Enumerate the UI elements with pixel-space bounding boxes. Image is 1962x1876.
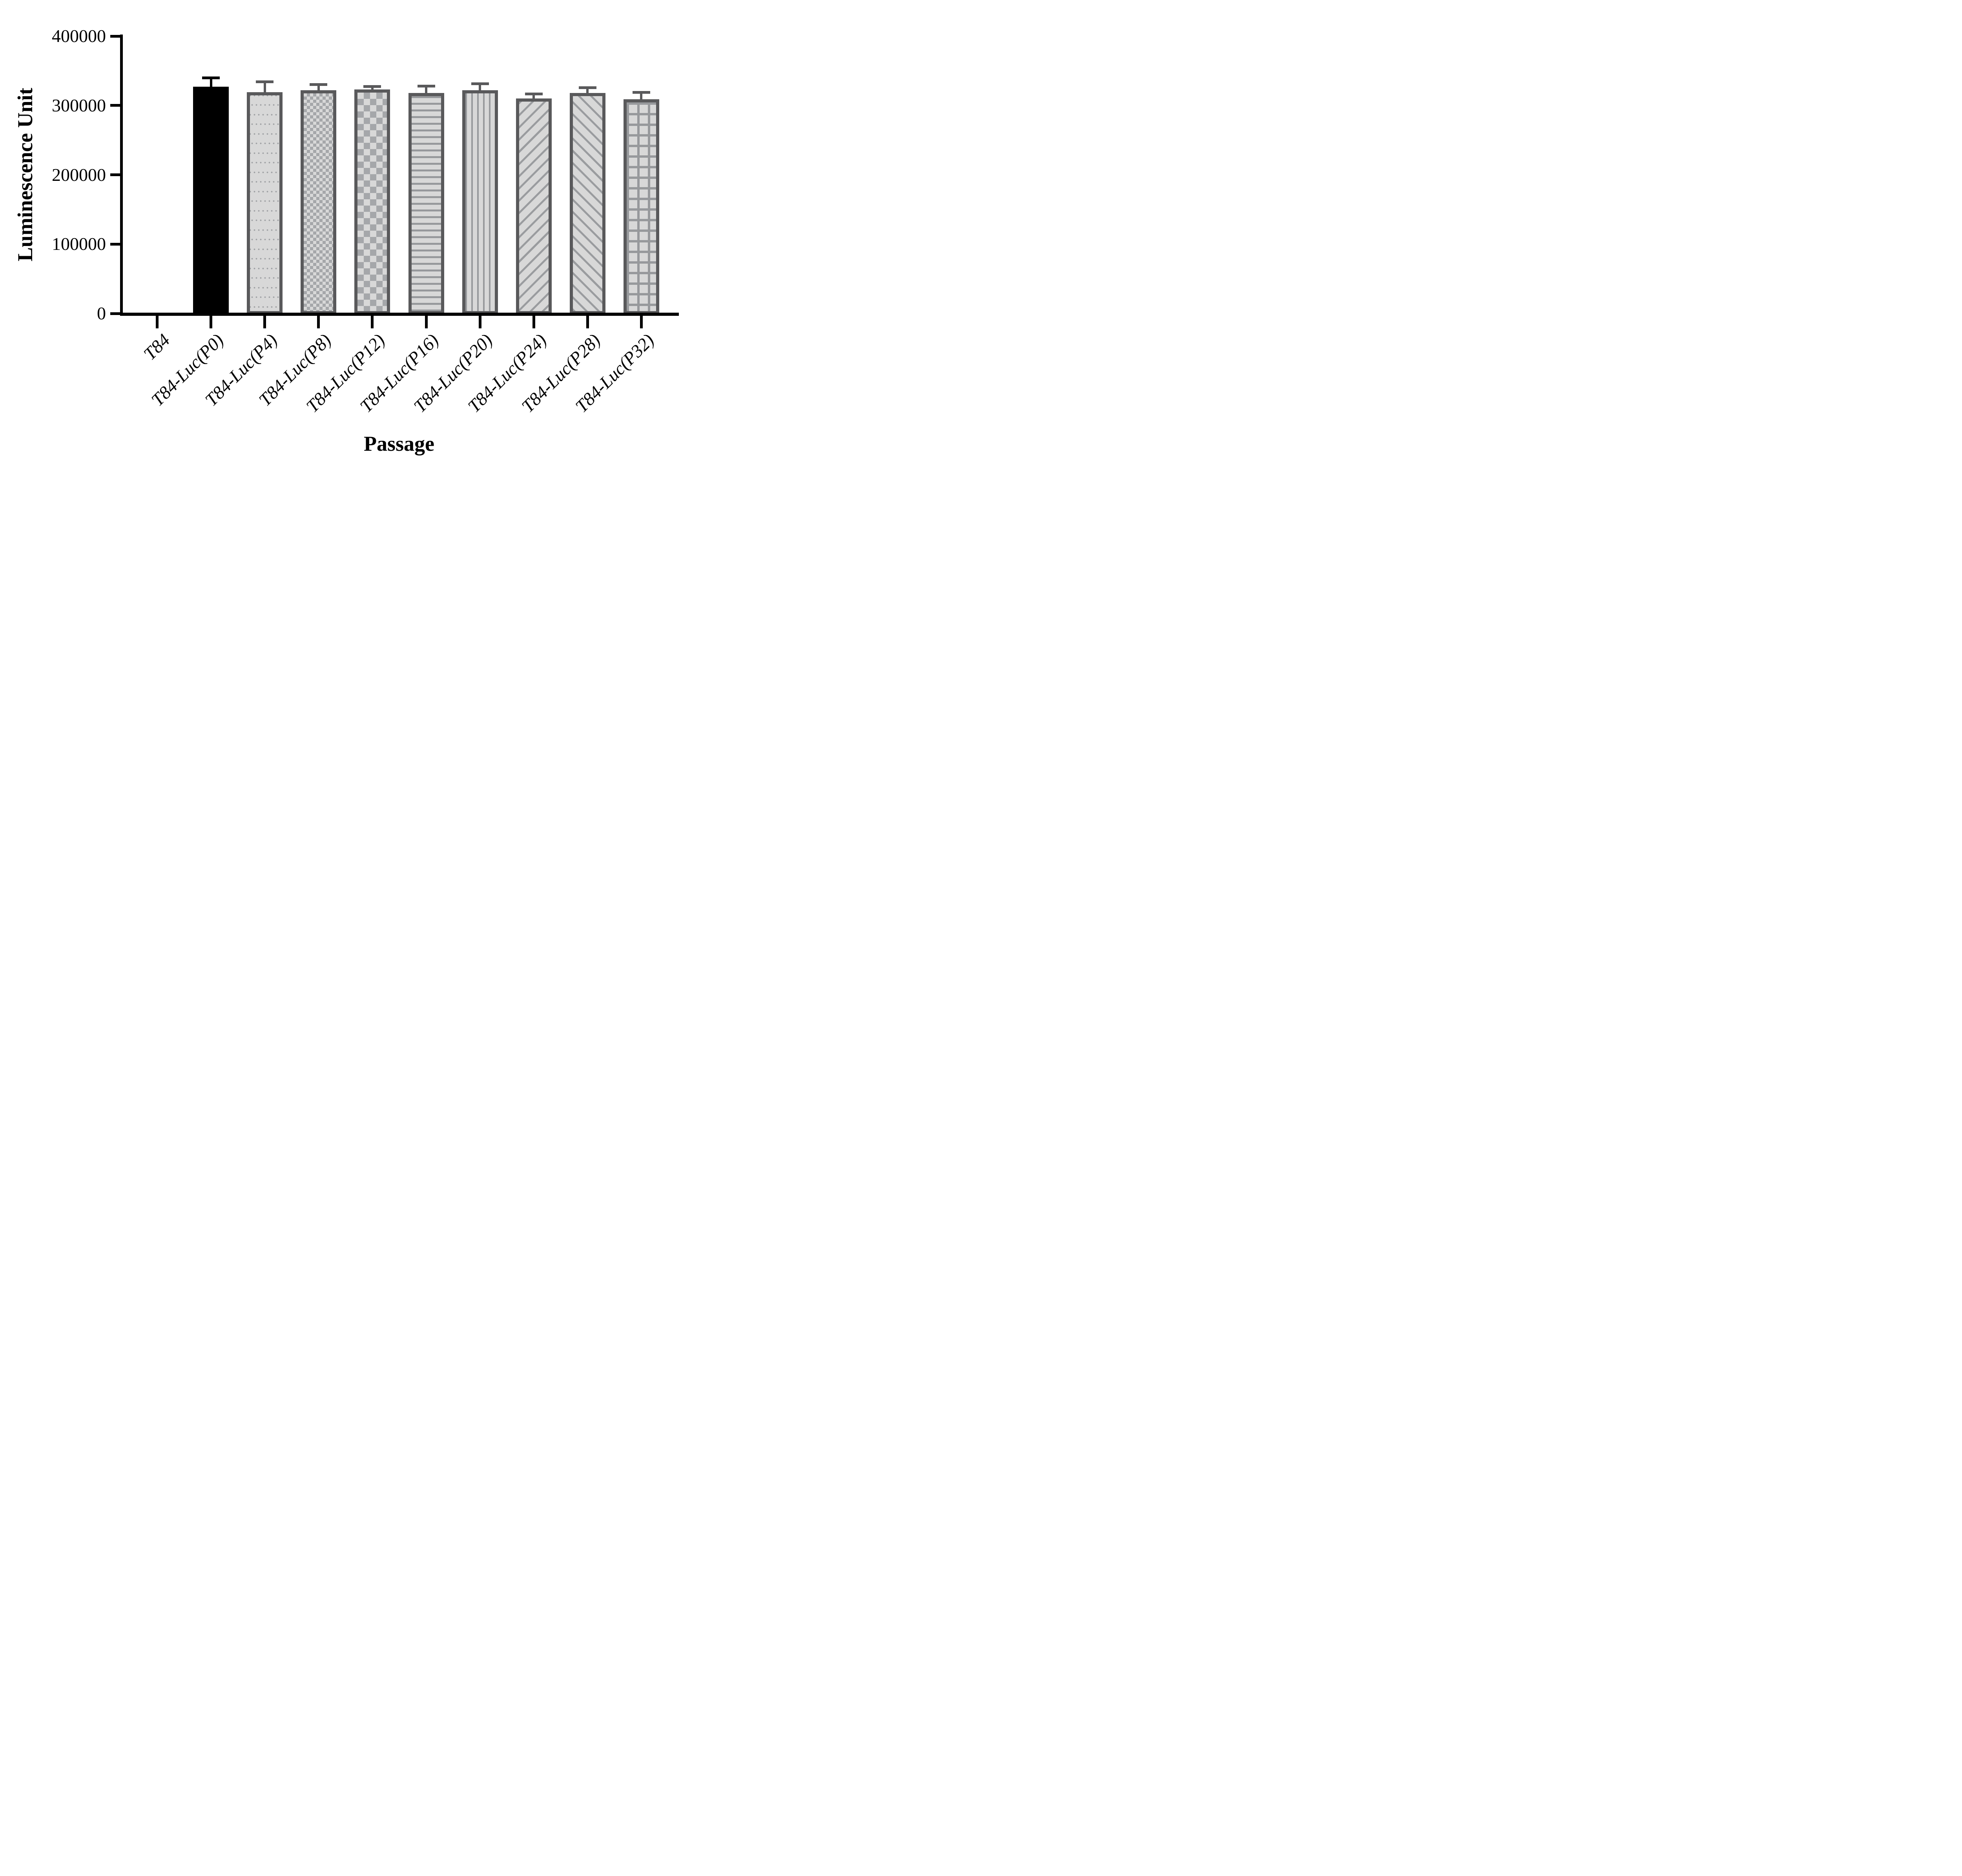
bar-T84-Luc(P16) — [408, 93, 444, 314]
x-axis-tick-T84 — [156, 316, 159, 328]
error-bar-stem-T84-Luc(P20) — [479, 85, 481, 94]
error-bar-cap-T84-Luc(P8) — [310, 83, 328, 86]
error-bar-stem-T84-Luc(P4) — [263, 83, 266, 97]
bar-T84-Luc(P20) — [462, 90, 498, 314]
bar-T84-Luc(P0) — [193, 87, 229, 314]
x-tick-label-T84: T84 — [139, 330, 174, 364]
bar-T84-Luc(P28) — [569, 93, 605, 314]
x-axis-title: Passage — [364, 432, 434, 455]
bar-T84-Luc(P32) — [623, 99, 659, 314]
y-axis-title: Luminescence Unit — [13, 87, 37, 262]
error-bar-cap-T84-Luc(P16) — [417, 84, 435, 87]
error-bar-stem-T84-Luc(P0) — [210, 79, 212, 91]
y-tick-label-400000: 400000 — [52, 26, 106, 46]
error-bar-cap-T84-Luc(P20) — [471, 82, 489, 85]
x-axis-tick-T84-Luc(P12) — [371, 316, 374, 328]
error-bar-cap-T84-Luc(P28) — [578, 86, 596, 89]
error-bar-cap-T84-Luc(P4) — [256, 80, 274, 84]
bar-T84-Luc(P24) — [516, 98, 552, 314]
bar-T84-Luc(P8) — [301, 90, 337, 314]
x-axis-line — [120, 313, 679, 316]
error-bar-cap-T84-Luc(P24) — [525, 93, 543, 96]
y-axis-tick-300000 — [110, 104, 120, 107]
x-axis-tick-T84-Luc(P8) — [317, 316, 320, 328]
y-tick-label-200000: 200000 — [52, 164, 106, 185]
y-tick-label-0: 0 — [97, 303, 106, 323]
x-axis-tick-T84-Luc(P20) — [478, 316, 481, 328]
x-axis-tick-T84-Luc(P4) — [263, 316, 266, 328]
x-axis-tick-T84-Luc(P28) — [586, 316, 589, 328]
y-axis-tick-200000 — [110, 173, 120, 176]
error-bar-stem-T84-Luc(P16) — [425, 87, 427, 97]
error-bar-cap-T84-Luc(P0) — [202, 76, 220, 79]
error-bar-stem-T84-Luc(P32) — [640, 93, 643, 103]
y-tick-label-300000: 300000 — [52, 95, 106, 115]
x-axis-tick-T84-Luc(P16) — [425, 316, 428, 328]
y-tick-label-100000: 100000 — [52, 234, 106, 254]
error-bar-cap-T84-Luc(P32) — [632, 91, 650, 94]
error-bar-stem-T84-Luc(P8) — [317, 86, 320, 94]
y-axis-tick-400000 — [110, 35, 120, 38]
bar-T84-Luc(P12) — [354, 89, 390, 314]
y-axis-tick-100000 — [110, 242, 120, 246]
y-axis-tick-0 — [110, 312, 120, 315]
x-axis-tick-T84-Luc(P24) — [532, 316, 535, 328]
x-axis-tick-T84-Luc(P0) — [210, 316, 213, 328]
y-axis-line — [120, 35, 123, 315]
x-axis-tick-T84-Luc(P32) — [640, 316, 643, 328]
bar-chart-figure: Luminescence Unit Passage 0 100000 200000 3… — [0, 0, 700, 469]
error-bar-cap-T84-Luc(P12) — [363, 85, 381, 88]
bar-T84-Luc(P4) — [247, 92, 283, 314]
